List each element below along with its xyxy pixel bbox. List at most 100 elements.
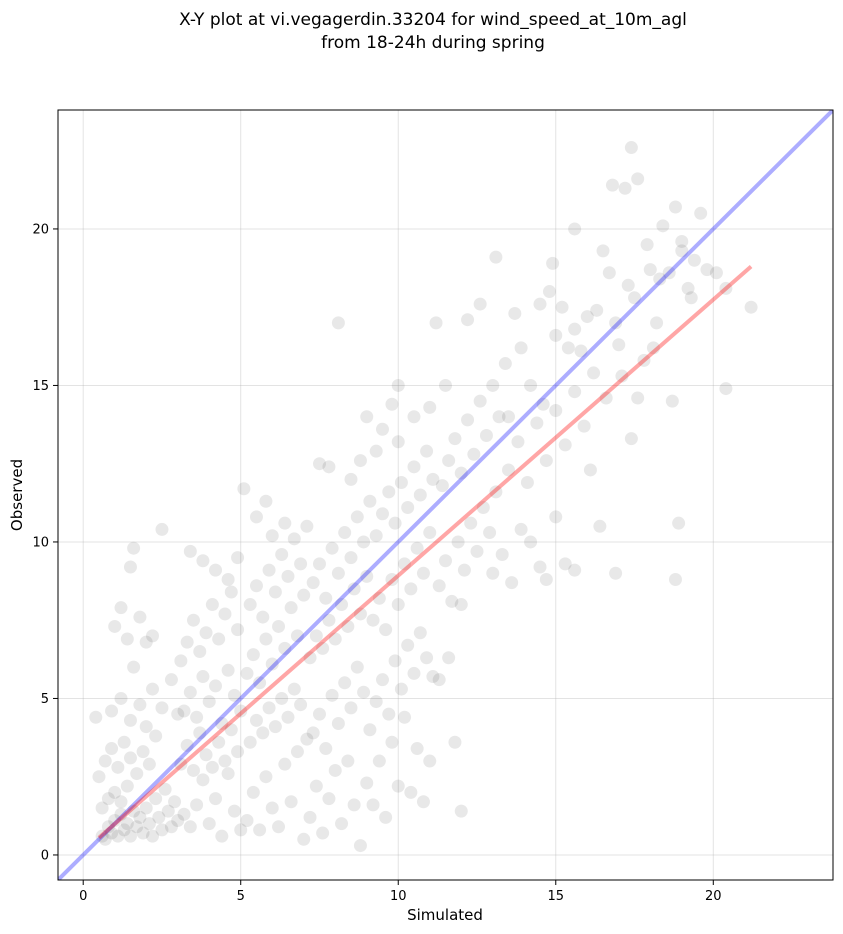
scatter-point [256,610,270,624]
scatter-point [533,560,547,574]
scatter-point [149,792,163,806]
scatter-point [473,394,487,408]
scatter-point [609,316,623,330]
scatter-point [369,444,383,458]
scatter-point [117,823,131,837]
scatter-point [530,416,544,430]
scatter-point [202,695,216,709]
scatter-point [404,582,418,596]
scatter-point [142,757,156,771]
scatter-point [524,378,538,392]
scatter-point [445,594,459,608]
scatter-point [130,767,144,781]
scatter-point [123,751,137,765]
scatter-point [650,316,664,330]
scatter-point [139,801,153,815]
scatter-point [621,278,635,292]
scatter-point [265,801,279,815]
scatter-point [120,817,134,831]
scatter-point [357,685,371,699]
scatter-point [338,526,352,540]
scatter-point [495,547,509,561]
scatter-point [407,666,421,680]
scatter-point [127,804,141,818]
scatter-point [196,773,210,787]
scatter-point [668,200,682,214]
scatter-point [130,820,144,834]
scatter-point [287,682,301,696]
chart-title-line-1: X-Y plot at vi.vegagerdin.33204 for wind… [179,10,687,30]
scatter-point [202,817,216,831]
scatter-point [290,745,304,759]
scatter-point [432,673,446,687]
scatter-point [385,397,399,411]
scatter-point [524,535,538,549]
scatter-point [152,810,166,824]
scatter-point [101,792,115,806]
scatter-point [593,519,607,533]
scatter-point [561,341,575,355]
scatter-point [123,829,137,843]
scatter-point [193,726,207,740]
scatter-point [249,713,263,727]
scatter-point [221,573,235,587]
scatter-point [631,172,645,186]
scatter-point [423,400,437,414]
scatter-point [193,645,207,659]
scatter-point [331,566,345,580]
reference-lines [58,110,833,880]
scatter-point [149,729,163,743]
scatter-point [508,306,522,320]
scatter-point [391,435,405,449]
scatter-point [325,688,339,702]
scatter-point [539,573,553,587]
scatter-point [319,591,333,605]
scatter-point [227,804,241,818]
scatter-point [366,798,380,812]
scatter-point [375,507,389,521]
scatter-point [442,454,456,468]
scatter-point [105,742,119,756]
scatter-point [253,823,267,837]
scatter-point [221,767,235,781]
scatter-point [684,291,698,305]
scatter-point [568,385,582,399]
scatter-point [249,579,263,593]
scatter-point [92,770,106,784]
scatter-point [158,782,172,796]
scatter-point [196,554,210,568]
scatter-point [120,632,134,646]
scatter-point [341,754,355,768]
scatter-point [303,651,317,665]
scatter-point [640,238,654,252]
scatter-point [599,391,613,405]
scatter-point [133,610,147,624]
scatter-points [89,141,758,853]
scatter-point [461,313,475,327]
scatter-point [240,666,254,680]
scatter-point [555,300,569,314]
scatter-point [423,754,437,768]
scatter-point [448,432,462,446]
scatter-point [95,829,109,843]
y-axis-ticks: 0 5 10 15 20 [32,222,58,863]
scatter-point [309,629,323,643]
scatter-point [127,660,141,674]
scatter-point [457,563,471,577]
scatter-point [209,679,223,693]
scatter-point [347,582,361,596]
scatter-point [114,795,128,809]
scatter-point [259,770,273,784]
scatter-point [413,488,427,502]
scatter-point [297,588,311,602]
scatter-point [587,366,601,380]
scatter-point [335,817,349,831]
scatter-point [464,516,478,530]
scatter-point [542,285,556,299]
scatter-point [451,535,465,549]
scatter-point [240,814,254,828]
scatter-point [363,494,377,508]
scatter-point [492,410,506,424]
scatter-point [268,585,282,599]
scatter-point [168,795,182,809]
